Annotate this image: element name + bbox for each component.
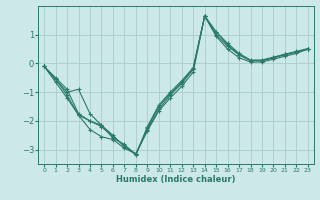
X-axis label: Humidex (Indice chaleur): Humidex (Indice chaleur) — [116, 175, 236, 184]
